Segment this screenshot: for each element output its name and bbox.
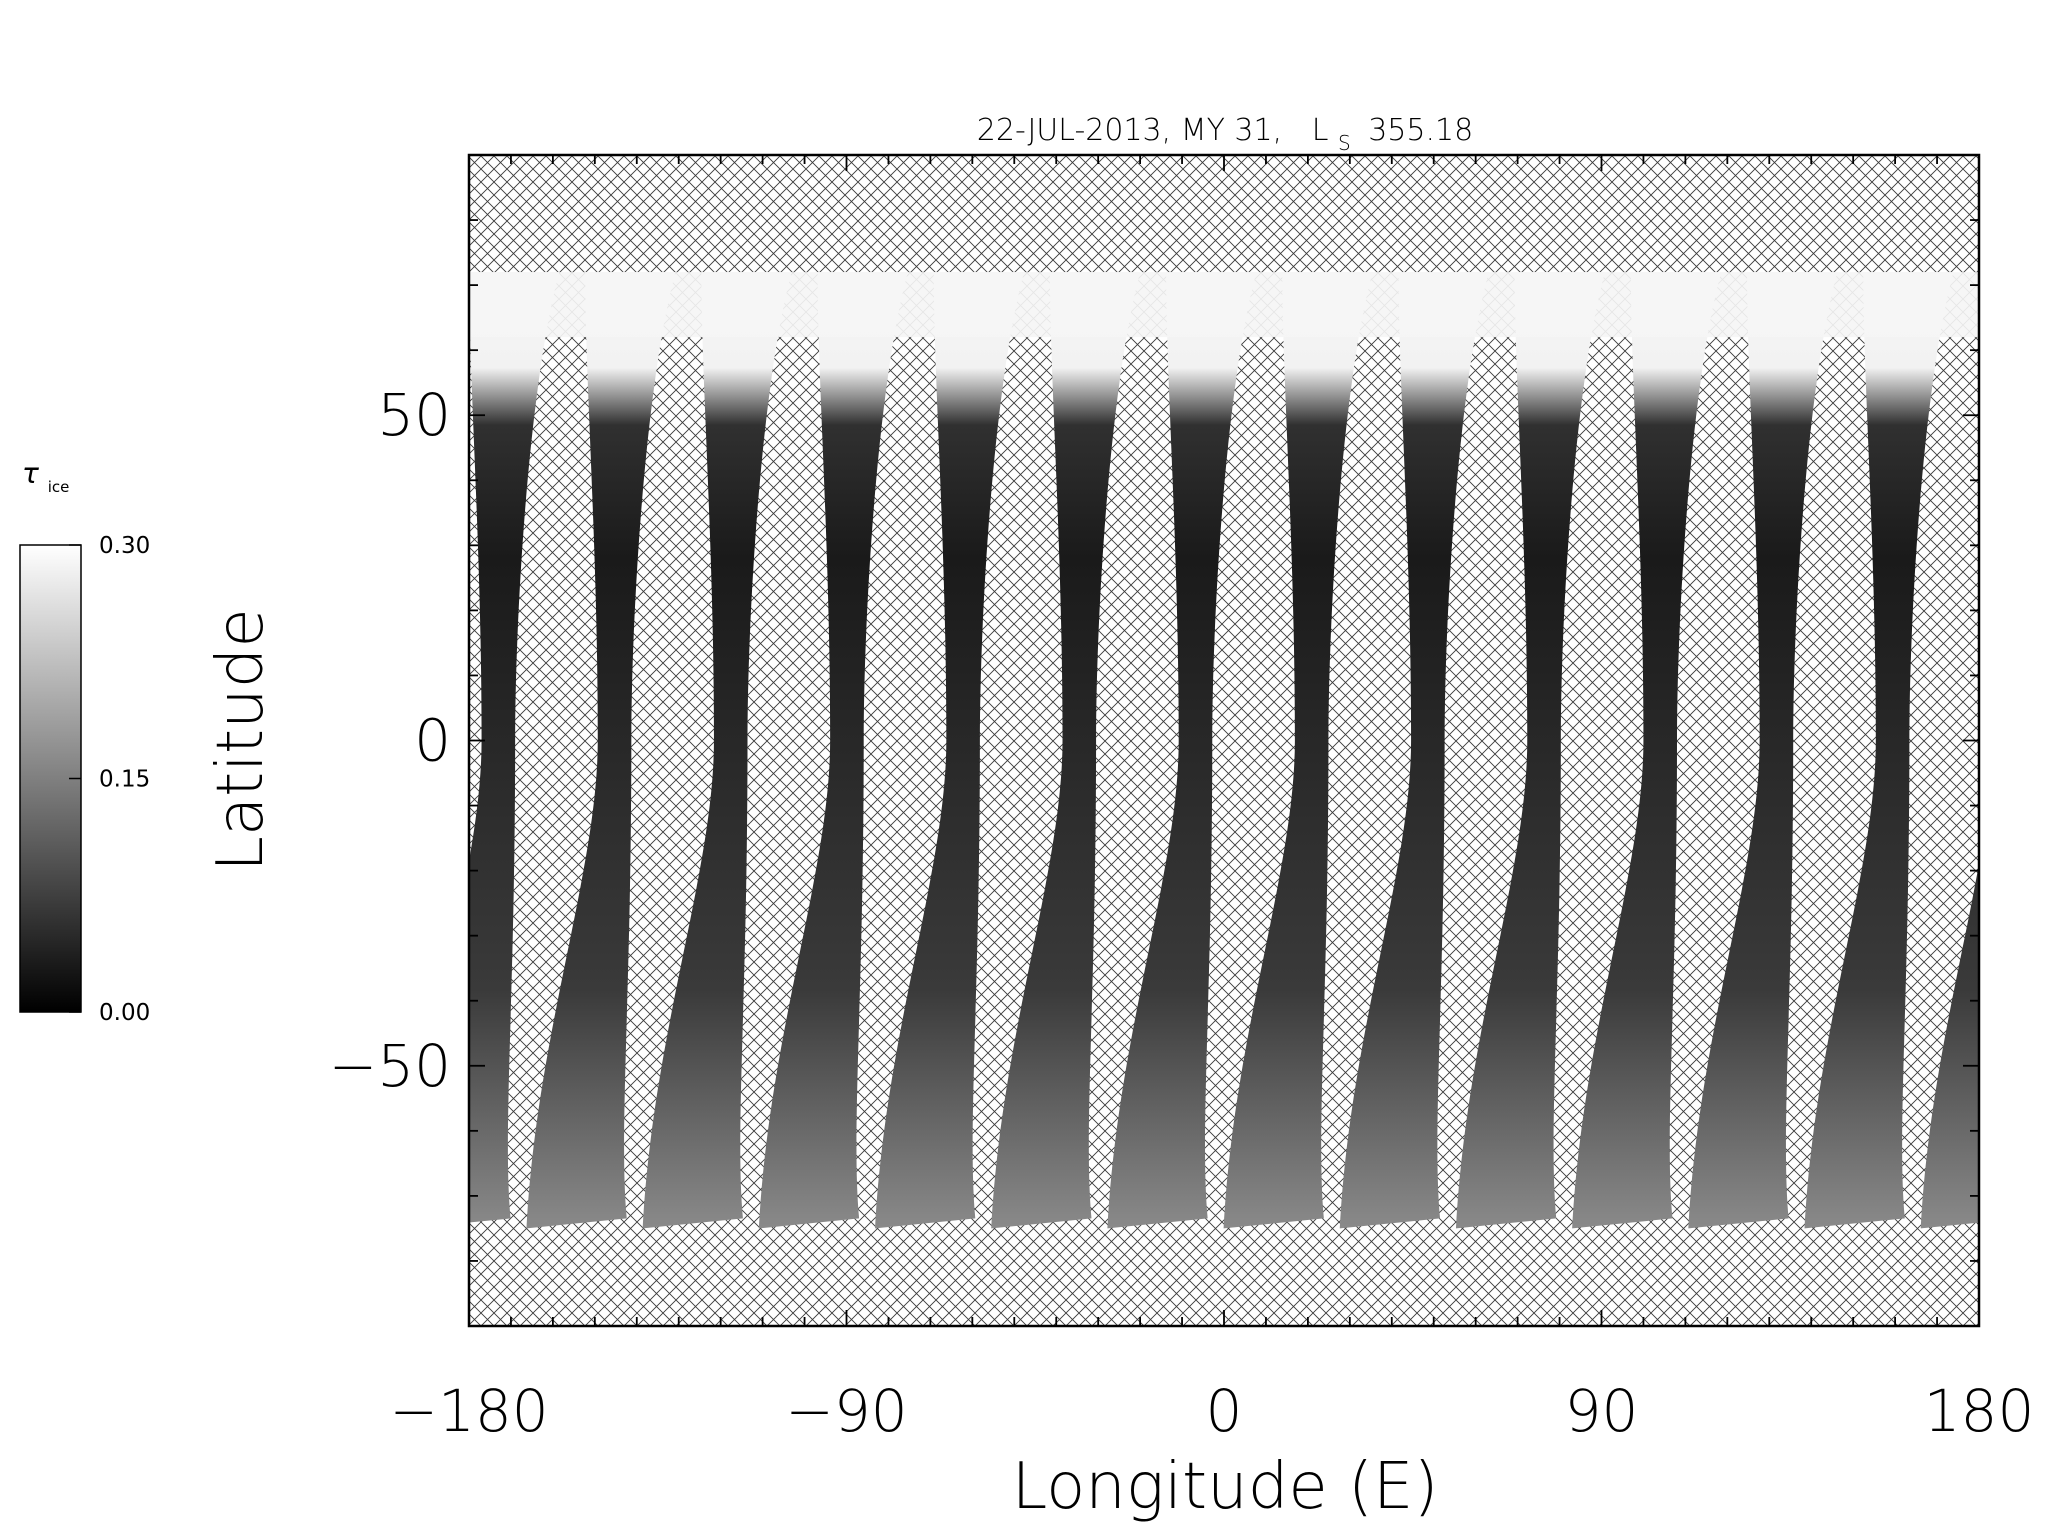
title-prefix: 22-JUL-2013, MY 31, xyxy=(977,113,1282,148)
minor-ticks xyxy=(468,154,1980,1327)
data-swath xyxy=(1223,272,1373,1229)
data-swath xyxy=(991,272,1141,1229)
swath-group xyxy=(469,272,1979,1229)
x-axis-label: Longitude (E) xyxy=(1012,1450,1439,1524)
x-tick-label: −90 xyxy=(785,1377,907,1445)
data-swath xyxy=(642,272,792,1229)
title-ls-sub: S xyxy=(1338,131,1351,155)
y-tick-label: 0 xyxy=(414,707,451,775)
colorbar-tick-label: 0.30 xyxy=(99,533,150,559)
data-swath xyxy=(1107,272,1257,1229)
data-swath xyxy=(758,272,908,1229)
x-tick-label: 180 xyxy=(1924,1377,2035,1445)
plot-area xyxy=(467,153,1981,1328)
data-swath xyxy=(1688,272,1838,1229)
data-swath xyxy=(1339,272,1489,1229)
x-tick-label: −180 xyxy=(389,1377,548,1445)
title-ls-value: 355.18 xyxy=(1368,113,1473,148)
x-tick-label: 0 xyxy=(1206,1377,1243,1445)
x-tick-label: 90 xyxy=(1565,1377,1639,1445)
y-tick-label: 50 xyxy=(377,381,451,449)
colorbar-label-sub: ice xyxy=(48,478,70,496)
y-axis-label: Latitude xyxy=(204,608,278,871)
colorbar-label-symbol: τ xyxy=(22,457,39,490)
colorbar-label: τ ice xyxy=(22,457,69,496)
data-swath xyxy=(875,272,1025,1229)
data-swath xyxy=(469,272,560,1223)
data-swath xyxy=(1572,272,1722,1229)
title-ls-letter: L xyxy=(1312,113,1329,148)
colorbar-tick-label: 0.15 xyxy=(99,767,150,793)
data-swath xyxy=(1804,272,1954,1229)
y-tick-labels: −50 0 50 xyxy=(329,381,451,1100)
chart-title: 22-JUL-2013, MY 31, L S 355.18 xyxy=(977,113,1473,158)
colorbar-ticks: 0.00 0.15 0.30 xyxy=(69,533,150,1026)
colorbar-tick-label: 0.00 xyxy=(99,1000,150,1026)
data-swath xyxy=(1455,272,1606,1229)
data-swath xyxy=(526,272,676,1229)
colorbar: τ ice 0.00 0.15 0.30 xyxy=(19,457,150,1026)
polar-cap-band xyxy=(469,272,1979,338)
y-tick-label: −50 xyxy=(329,1032,451,1100)
data-swath xyxy=(1920,863,1979,1229)
x-tick-labels: −180 −90 0 90 180 xyxy=(389,1377,2034,1445)
